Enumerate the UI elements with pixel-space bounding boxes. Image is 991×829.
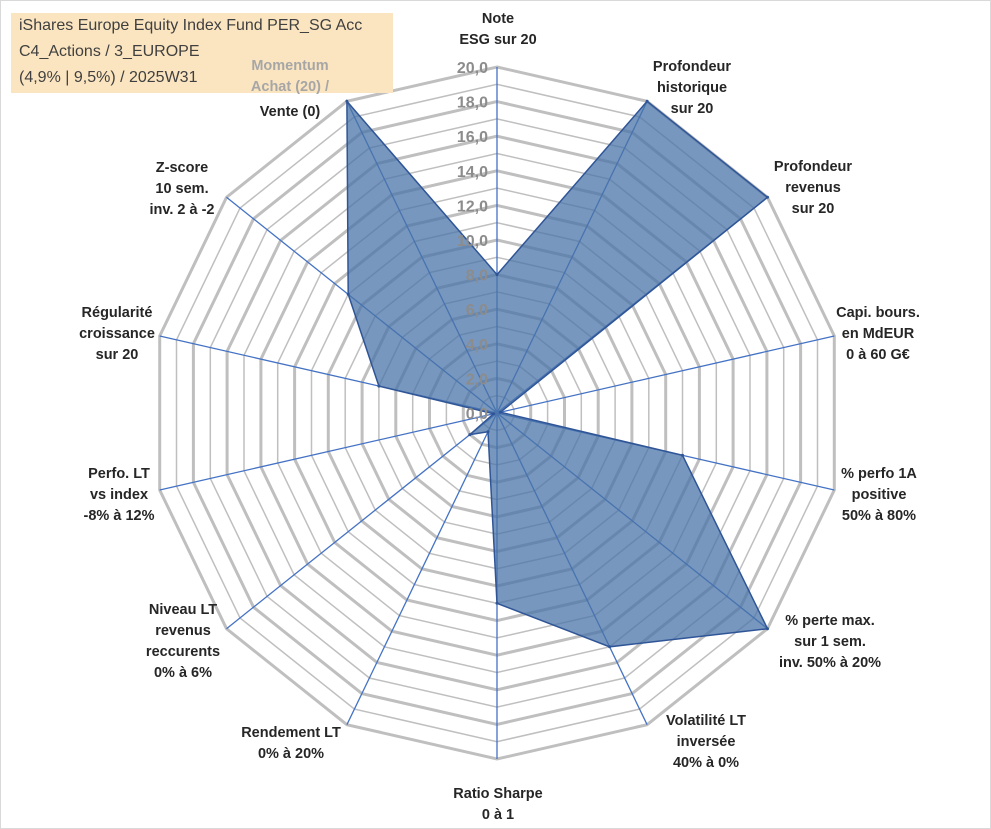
axis-label: Ratio Sharpe 0 à 1	[453, 786, 542, 823]
label-layer: Note ESG sur 20 Profondeur historique sur 20…	[79, 11, 920, 823]
series-point	[492, 412, 496, 416]
title-line-stats: (4,9% | 9,5%) / 2025W31	[19, 69, 198, 86]
axis-label: % perfo 1A positive 50% à 80%	[841, 466, 917, 524]
axis-label: Profondeur historique sur 20	[653, 59, 731, 117]
tick-label: 8,0	[466, 268, 488, 285]
tick-label: 12,0	[457, 198, 488, 215]
series-point	[608, 645, 612, 649]
title-line-fund: iShares Europe Equity Index Fund PER_SG …	[19, 17, 363, 34]
series-point	[468, 433, 472, 437]
series-layer	[345, 99, 769, 649]
series-point	[486, 430, 490, 434]
chart-title-box: iShares Europe Equity Index Fund PER_SG …	[11, 13, 393, 93]
series-point	[645, 99, 649, 103]
axis-spoke	[496, 335, 835, 414]
tick-label: 10,0	[457, 233, 488, 250]
axis-label: Volatilité LT inversée 40% à 0%	[666, 713, 746, 771]
series-point	[346, 292, 350, 296]
axis-label: Rendement LT 0% à 20%	[241, 725, 341, 762]
series-point	[495, 601, 499, 605]
axis-label: Niveau LT revenus reccurents 0% à 6%	[146, 602, 220, 681]
series-point	[766, 627, 769, 631]
series-point	[495, 273, 499, 277]
tick-label: 2,0	[466, 371, 488, 388]
tick-label: 16,0	[457, 129, 488, 146]
series-point	[498, 410, 502, 414]
tick-label: 6,0	[466, 302, 488, 319]
axis-spoke	[226, 412, 498, 630]
series-point	[345, 99, 349, 103]
axis-label: Vente (0)	[260, 104, 321, 120]
axis-spoke	[346, 412, 498, 725]
axis-label: Perfo. LT vs index -8% à 12%	[84, 466, 155, 524]
axis-label: Note ESG sur 20	[459, 11, 536, 48]
tick-label: 14,0	[457, 164, 488, 181]
tick-label: 0,0	[466, 406, 488, 423]
series-point	[681, 453, 684, 457]
axis-label: % perte max. sur 1 sem. inv. 50% à 20%	[779, 613, 881, 671]
axis-spoke	[159, 412, 498, 491]
axis-label: Capi. bours. en MdEUR 0 à 60 G€	[836, 305, 920, 363]
tick-layer: 0,0 2,0 4,0 6,0 8,0 10,0 12,0 14,0 16,0 18,0 20,0	[457, 60, 488, 423]
axis-label: Profondeur revenus sur 20	[774, 159, 852, 217]
tick-label: 18,0	[457, 95, 488, 112]
series-point	[766, 195, 769, 199]
tick-label: 20,0	[457, 60, 488, 77]
title-line-category: C4_Actions / 3_EUROPE	[19, 43, 200, 60]
axis-label: Régularité croissance sur 20	[79, 305, 155, 363]
axis-label: Z-score 10 sem. inv. 2 à -2	[149, 160, 214, 218]
tick-label: 4,0	[466, 337, 488, 354]
series-point	[377, 384, 381, 388]
